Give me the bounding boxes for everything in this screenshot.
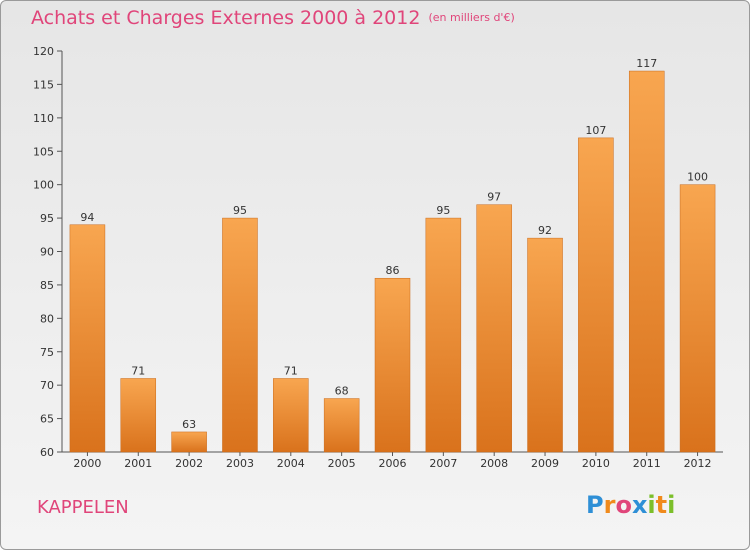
y-tick-label: 120 xyxy=(33,45,54,58)
y-tick-label: 70 xyxy=(40,379,54,392)
bar xyxy=(628,70,665,453)
value-label: 71 xyxy=(131,364,145,377)
value-label: 71 xyxy=(284,364,298,377)
value-label: 95 xyxy=(233,204,247,217)
bar xyxy=(171,431,207,453)
y-tick-label: 60 xyxy=(40,446,54,459)
bar xyxy=(69,224,106,453)
y-tick-label: 110 xyxy=(33,112,54,125)
value-label: 63 xyxy=(182,418,196,431)
x-tick-label: 2005 xyxy=(328,457,356,470)
x-tick-label: 2009 xyxy=(531,457,559,470)
value-label: 117 xyxy=(636,57,657,70)
x-tick-label: 2004 xyxy=(277,457,305,470)
y-tick-label: 95 xyxy=(40,212,54,225)
value-label: 107 xyxy=(585,124,606,137)
y-tick-label: 105 xyxy=(33,145,54,158)
bar xyxy=(527,237,563,453)
unit-label: (en milliers d'€) xyxy=(428,11,515,24)
y-tick-label: 100 xyxy=(33,179,54,192)
x-tick-label: 2006 xyxy=(379,457,407,470)
value-label: 86 xyxy=(386,264,400,277)
value-label: 97 xyxy=(487,191,501,204)
y-tick-label: 85 xyxy=(40,279,54,292)
value-label: 92 xyxy=(538,224,552,237)
chart-title: Achats et Charges Externes 2000 à 2012 (e… xyxy=(31,7,515,29)
y-tick-label: 115 xyxy=(33,78,54,91)
y-tick-label: 65 xyxy=(40,413,54,426)
value-label: 94 xyxy=(80,211,94,224)
x-tick-label: 2010 xyxy=(582,457,610,470)
value-label: 100 xyxy=(687,171,708,184)
proxiti-logo: Proxiti xyxy=(586,491,675,519)
bar xyxy=(374,277,411,453)
x-tick-label: 2007 xyxy=(429,457,457,470)
bar xyxy=(679,184,716,453)
bar xyxy=(425,217,462,453)
x-tick-label: 2008 xyxy=(480,457,508,470)
x-tick-label: 2000 xyxy=(73,457,101,470)
value-label: 68 xyxy=(335,385,349,398)
x-tick-label: 2012 xyxy=(684,457,712,470)
bar xyxy=(578,137,614,453)
svg-text:Proxiti: Proxiti xyxy=(586,491,675,519)
x-tick-label: 2002 xyxy=(175,457,203,470)
bars: 94 71 63 95 71 68 86 95 97 92 107 117 100 xyxy=(69,57,716,453)
y-tick-label: 90 xyxy=(40,246,54,259)
bar xyxy=(323,398,360,453)
x-tick-label: 2001 xyxy=(124,457,152,470)
y-tick-label: 75 xyxy=(40,346,54,359)
x-tick-label: 2011 xyxy=(633,457,661,470)
bar xyxy=(273,378,309,453)
bar xyxy=(222,217,258,453)
x-tick-label: 2003 xyxy=(226,457,254,470)
bar xyxy=(476,204,512,453)
bar xyxy=(120,378,157,453)
place-name: KAPPELEN xyxy=(37,497,129,518)
y-tick-label: 80 xyxy=(40,312,54,325)
value-label: 95 xyxy=(436,204,450,217)
